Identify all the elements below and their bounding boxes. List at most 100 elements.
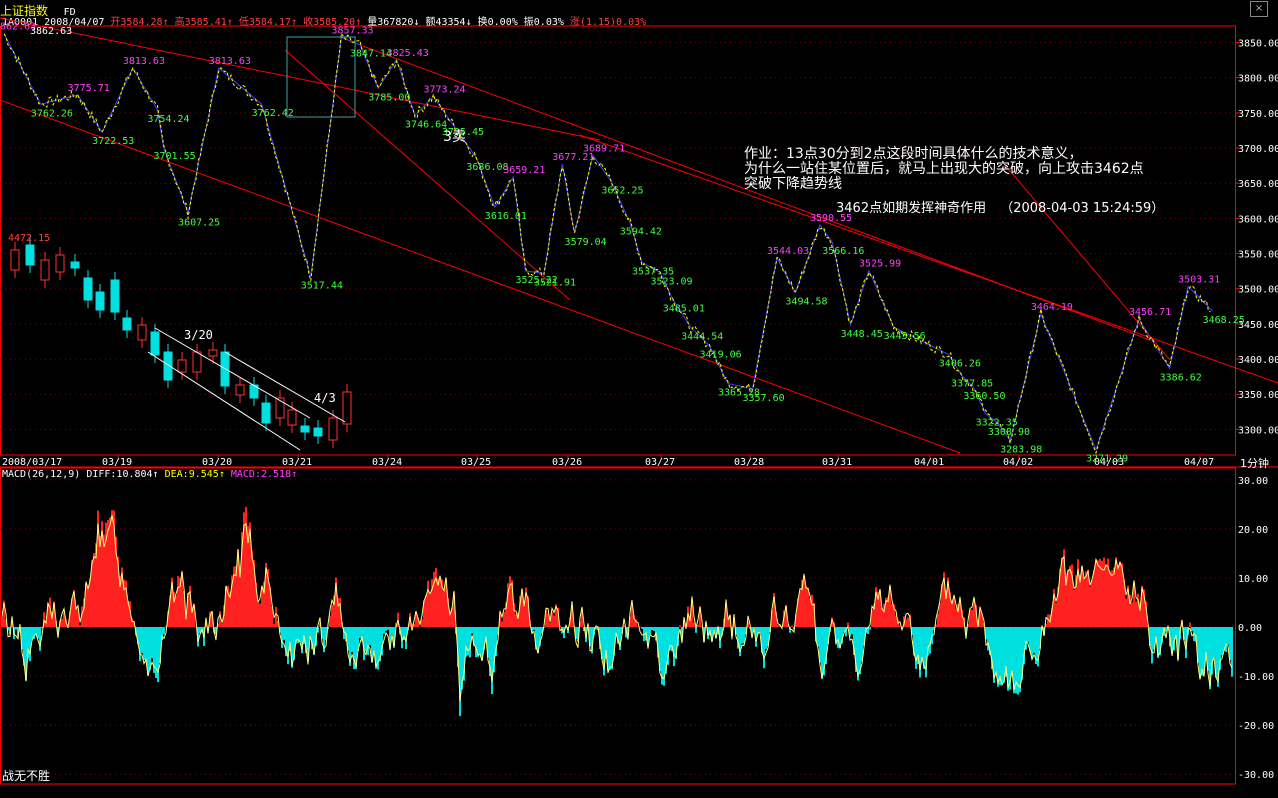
up-arrow-icon: ↑	[218, 469, 225, 480]
y-tick-label: 3400.00	[1238, 355, 1278, 366]
pivot-label: 3813.63	[123, 56, 165, 67]
amplitude-label: 振	[523, 17, 534, 28]
trend-line	[0, 17, 601, 141]
close-label: 收	[303, 17, 314, 28]
y-tick-label: 3650.00	[1238, 179, 1278, 190]
x-tick-label: 03/31	[822, 457, 852, 468]
candle-body	[95, 291, 105, 311]
pivot-label: 3419.06	[700, 350, 742, 361]
title-bar: 上证指数 FD	[0, 0, 76, 18]
macd-tick-label: -20.00	[1238, 721, 1274, 732]
macd-tick-label: 10.00	[1238, 574, 1268, 585]
top-high-label: 3862.63	[30, 26, 73, 37]
pivot-label: 3517.44	[301, 280, 343, 291]
y-tick-label: 3500.00	[1238, 285, 1278, 296]
pivot-label: 3525.99	[859, 258, 901, 269]
pivot-label: 3464.19	[1031, 302, 1073, 313]
amplitude-value: 0.03%	[533, 17, 564, 28]
candle-body	[25, 244, 35, 266]
x-tick-label: 04/03	[1094, 457, 1124, 468]
pivot-label: 3722.53	[92, 136, 134, 147]
main-panel-frame	[0, 25, 1236, 456]
y-tick-label: 3750.00	[1238, 109, 1278, 120]
candle-body	[192, 351, 202, 373]
pivot-label: 3659.21	[503, 165, 545, 176]
pivot-label: 3365.28	[718, 387, 760, 398]
sell-mark: 3卖	[443, 129, 466, 145]
y-tick-label: 3300.00	[1238, 425, 1278, 436]
candle-body	[122, 317, 132, 331]
pivot-label: 3494.58	[785, 297, 827, 308]
highlight-box	[286, 36, 356, 118]
x-tick-label: 03/21	[282, 457, 312, 468]
volume-value: 367820	[377, 17, 414, 28]
macd-tick-label: 0.00	[1238, 623, 1262, 634]
pivot-label: 3537.35	[632, 266, 674, 277]
pivot-label: 3677.21	[552, 152, 594, 163]
y-tick-label: 3850.00	[1238, 39, 1278, 50]
candle-body	[10, 249, 20, 271]
y-tick-label: 3350.00	[1238, 390, 1278, 401]
close-icon: ×	[1254, 3, 1264, 14]
dea-value: 9.545	[188, 469, 219, 480]
note-timestamp: （2008-04-03 15:24:59）	[1000, 201, 1165, 216]
candle-body	[235, 384, 245, 396]
amount-value: 43354	[435, 17, 466, 28]
pivot-label: 3468.25	[1203, 315, 1245, 326]
high-value: 3585.41	[184, 17, 227, 28]
diff-value: 10.804	[116, 469, 153, 480]
up-arrow-icon: ↑	[291, 469, 298, 480]
x-tick-label: 03/26	[552, 457, 582, 468]
pivot-label: 3607.25	[178, 217, 220, 228]
period-label[interactable]: 1分钟	[1240, 457, 1269, 470]
pivot-label: 3521.91	[534, 277, 576, 288]
pivot-label: 3762.26	[31, 108, 73, 119]
pivot-label: 3652.25	[601, 186, 643, 197]
pivot-label: 3283.98	[1000, 445, 1042, 456]
quote-line: 1A0001 2008/04/07 开3584.28↑ 高3585.41↑ 低3…	[2, 13, 646, 28]
diff-line	[1, 515, 1233, 702]
inset-channel-top	[154, 327, 311, 419]
y-tick-label: 3600.00	[1238, 214, 1278, 225]
candle-body	[110, 279, 120, 313]
x-tick-label: 03/20	[202, 457, 232, 468]
candle-body	[150, 331, 160, 356]
macd-header: MACD(26,12,9) DIFF:10.804↑ DEA:9.545↑ MA…	[2, 469, 297, 480]
x-tick-label: 03/24	[372, 457, 402, 468]
candle-body	[40, 259, 50, 281]
candle-body	[287, 409, 297, 426]
candle-body	[70, 261, 80, 269]
stroke-line	[3, 33, 1213, 452]
candle-body	[163, 351, 173, 381]
down-arrow-icon: ↓	[413, 17, 420, 28]
change-value: (1.15)0.03%	[579, 17, 647, 28]
pivot-label: 3485.01	[663, 303, 705, 314]
inset-date-1: 3/20	[184, 328, 213, 342]
index-title: 上证指数	[0, 4, 49, 18]
macd-name: MACD(26,12,9)	[2, 469, 81, 480]
pivot-label: 3689.71	[583, 143, 625, 154]
inset-high-label: 4472.15	[8, 233, 51, 244]
pivot-label: 3701.55	[154, 151, 196, 162]
homework-line-2: 为什么一站住某位置后，就马上出现大的突破，向上攻击3462点	[744, 161, 1144, 177]
pivot-label: 3308.90	[988, 427, 1030, 438]
homework-text: 作业：13点30分到2点这段时间具体什么的技术意义， 为什么一站住某位置后，就马…	[744, 147, 1144, 192]
pivot-label: 3503.31	[1178, 274, 1220, 285]
pivot-label: 3386.62	[1160, 372, 1202, 383]
pivot-label: 3746.64	[405, 119, 447, 130]
up-arrow-icon: ↑	[291, 17, 298, 28]
volume-label: 量	[367, 17, 378, 28]
macd-tick-label: -10.00	[1238, 672, 1274, 683]
inset-channel-bottom	[147, 351, 301, 451]
open-label: 开	[110, 17, 121, 28]
inset-channel-inner	[224, 351, 346, 423]
candle-body	[83, 277, 93, 301]
candle-body	[275, 397, 285, 419]
close-button[interactable]: ×	[1250, 1, 1268, 17]
candle-body	[177, 359, 187, 373]
x-tick-label: 2008/03/17	[2, 457, 62, 468]
diff-label: DIFF:	[86, 469, 117, 480]
note-text: 3462点如期发挥神奇作用 （2008-04-03 15:24:59）	[836, 197, 1164, 216]
pivot-label: 3377.85	[951, 379, 993, 390]
